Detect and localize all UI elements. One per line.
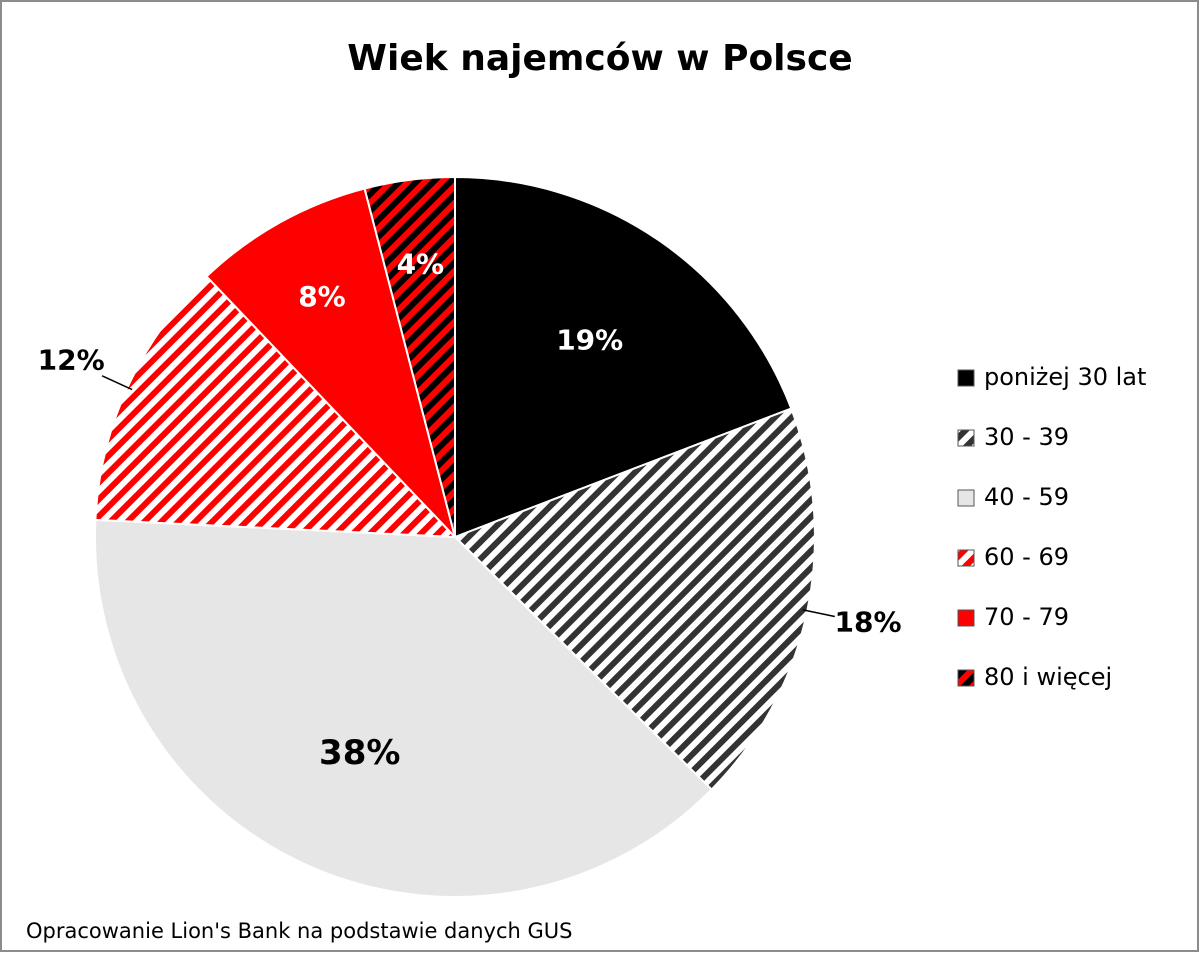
- legend-label: poniżej 30 lat: [984, 363, 1146, 391]
- legend-label: 30 - 39: [984, 423, 1069, 451]
- pie-slice: [205, 187, 457, 541]
- legend-swatch: [957, 549, 975, 567]
- leader-line: [101, 375, 133, 391]
- data-label: 38%: [319, 733, 400, 773]
- data-label: 12%: [38, 344, 105, 377]
- legend-label: 60 - 69: [984, 543, 1069, 571]
- legend-swatch: [957, 429, 975, 447]
- pie-slice: [363, 175, 456, 538]
- legend-swatch: [957, 369, 975, 387]
- data-label: 4%: [397, 248, 445, 281]
- legend-label: 80 i więcej: [984, 663, 1112, 691]
- chart-title: Wiek najemców w Polsce: [347, 38, 852, 79]
- pie-slice: [94, 518, 713, 898]
- legend-swatch: [957, 489, 975, 507]
- leader-line: [802, 608, 835, 618]
- legend-label: 40 - 59: [984, 483, 1069, 511]
- legend-swatch: [957, 669, 975, 687]
- source-note: Opracowanie Lion's Bank na podstawie dan…: [26, 919, 573, 943]
- data-label: 19%: [556, 323, 623, 356]
- legend-label: 70 - 79: [984, 603, 1069, 631]
- data-label: 8%: [298, 280, 346, 313]
- pie-slice: [454, 175, 793, 539]
- legend-swatch: [957, 609, 975, 627]
- data-label: 18%: [835, 605, 902, 638]
